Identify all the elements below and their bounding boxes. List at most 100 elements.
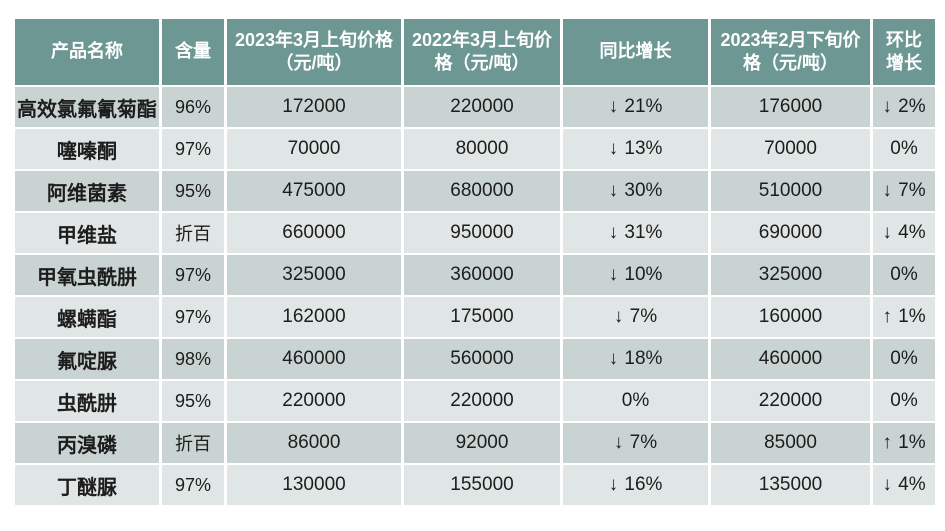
price-2023-02-cell: 70000 bbox=[711, 129, 870, 169]
price-2022-03-cell: 80000 bbox=[404, 129, 560, 169]
down-arrow-icon: ↓ bbox=[882, 96, 893, 117]
price-2022-03-cell: 680000 bbox=[404, 171, 560, 211]
yoy-growth-cell: ↓ 21% bbox=[563, 87, 708, 127]
down-arrow-icon: ↓ bbox=[608, 264, 620, 285]
yoy-growth-cell: ↓ 16% bbox=[563, 465, 708, 505]
down-arrow-icon: ↓ bbox=[608, 348, 620, 369]
mom-growth-cell: 0% bbox=[873, 339, 935, 379]
table-row: 丙溴磷 折百 86000 92000 ↓ 7% 85000 ↑ 1% bbox=[15, 423, 935, 463]
price-2022-03-cell: 155000 bbox=[404, 465, 560, 505]
price-2023-03-cell: 70000 bbox=[227, 129, 401, 169]
price-2023-03-cell: 162000 bbox=[227, 297, 401, 337]
down-arrow-icon: ↓ bbox=[608, 96, 620, 117]
growth-value: 30% bbox=[619, 180, 663, 201]
col-header-yoy-growth: 同比增长 bbox=[563, 19, 708, 85]
product-name-cell: 螺螨酯 bbox=[15, 297, 159, 337]
product-name-cell: 丁醚脲 bbox=[15, 465, 159, 505]
mom-growth-cell: ↓ 4% bbox=[873, 465, 935, 505]
price-2023-02-cell: 460000 bbox=[711, 339, 870, 379]
price-2023-03-cell: 475000 bbox=[227, 171, 401, 211]
col-header-price-2023-03: 2023年3月上旬价格（元/吨） bbox=[227, 19, 401, 85]
product-name-cell: 噻嗪酮 bbox=[15, 129, 159, 169]
up-arrow-icon: ↑ bbox=[882, 432, 893, 453]
price-2023-02-cell: 135000 bbox=[711, 465, 870, 505]
down-arrow-icon: ↓ bbox=[882, 222, 893, 243]
price-2023-02-cell: 690000 bbox=[711, 213, 870, 253]
price-table-container: 产品名称 含量 2023年3月上旬价格（元/吨） 2022年3月上旬价格（元/吨… bbox=[12, 17, 938, 507]
product-name-cell: 丙溴磷 bbox=[15, 423, 159, 463]
price-2022-03-cell: 220000 bbox=[404, 87, 560, 127]
content-cell: 折百 bbox=[162, 213, 224, 253]
yoy-growth-cell: ↓ 10% bbox=[563, 255, 708, 295]
price-2023-03-cell: 130000 bbox=[227, 465, 401, 505]
yoy-growth-cell: ↓ 30% bbox=[563, 171, 708, 211]
yoy-growth-cell: ↓ 13% bbox=[563, 129, 708, 169]
table-row: 阿维菌素 95% 475000 680000 ↓ 30% 510000 ↓ 7% bbox=[15, 171, 935, 211]
table-row: 虫酰肼 95% 220000 220000 0% 220000 0% bbox=[15, 381, 935, 421]
growth-value: 4% bbox=[892, 474, 926, 495]
down-arrow-icon: ↓ bbox=[882, 180, 893, 201]
yoy-growth-cell: ↓ 31% bbox=[563, 213, 708, 253]
growth-value: 18% bbox=[619, 348, 663, 369]
header-row: 产品名称 含量 2023年3月上旬价格（元/吨） 2022年3月上旬价格（元/吨… bbox=[15, 19, 935, 85]
growth-value: 4% bbox=[892, 222, 926, 243]
yoy-growth-cell: ↓ 18% bbox=[563, 339, 708, 379]
product-name-cell: 甲维盐 bbox=[15, 213, 159, 253]
content-cell: 98% bbox=[162, 339, 224, 379]
content-cell: 折百 bbox=[162, 423, 224, 463]
growth-value: 10% bbox=[619, 264, 663, 285]
content-cell: 97% bbox=[162, 129, 224, 169]
price-2023-03-cell: 172000 bbox=[227, 87, 401, 127]
down-arrow-icon: ↓ bbox=[608, 474, 620, 495]
yoy-growth-cell: ↓ 7% bbox=[563, 297, 708, 337]
product-name-cell: 高效氯氟氰菊酯 bbox=[15, 87, 159, 127]
growth-value: 2% bbox=[892, 96, 926, 117]
table-row: 螺螨酯 97% 162000 175000 ↓ 7% 160000 ↑ 1% bbox=[15, 297, 935, 337]
growth-value: 1% bbox=[892, 306, 926, 327]
price-2023-02-cell: 220000 bbox=[711, 381, 870, 421]
table-row: 甲氧虫酰肼 97% 325000 360000 ↓ 10% 325000 0% bbox=[15, 255, 935, 295]
content-cell: 95% bbox=[162, 381, 224, 421]
price-2023-03-cell: 460000 bbox=[227, 339, 401, 379]
yoy-growth-cell: ↓ 7% bbox=[563, 423, 708, 463]
content-cell: 95% bbox=[162, 171, 224, 211]
mom-growth-cell: 0% bbox=[873, 381, 935, 421]
table-row: 噻嗪酮 97% 70000 80000 ↓ 13% 70000 0% bbox=[15, 129, 935, 169]
content-cell: 97% bbox=[162, 297, 224, 337]
price-2022-03-cell: 560000 bbox=[404, 339, 560, 379]
col-header-content: 含量 bbox=[162, 19, 224, 85]
mom-growth-cell: 0% bbox=[873, 255, 935, 295]
growth-value: 31% bbox=[619, 222, 663, 243]
down-arrow-icon: ↓ bbox=[608, 138, 620, 159]
growth-value: 7% bbox=[624, 306, 658, 327]
price-2023-03-cell: 660000 bbox=[227, 213, 401, 253]
price-2023-03-cell: 86000 bbox=[227, 423, 401, 463]
growth-value: 7% bbox=[624, 432, 658, 453]
price-table: 产品名称 含量 2023年3月上旬价格（元/吨） 2022年3月上旬价格（元/吨… bbox=[12, 17, 938, 507]
table-row: 氟啶脲 98% 460000 560000 ↓ 18% 460000 0% bbox=[15, 339, 935, 379]
down-arrow-icon: ↓ bbox=[608, 222, 620, 243]
growth-value: 16% bbox=[619, 474, 663, 495]
table-row: 甲维盐 折百 660000 950000 ↓ 31% 690000 ↓ 4% bbox=[15, 213, 935, 253]
mom-growth-cell: ↑ 1% bbox=[873, 423, 935, 463]
table-row: 丁醚脲 97% 130000 155000 ↓ 16% 135000 ↓ 4% bbox=[15, 465, 935, 505]
price-2023-02-cell: 176000 bbox=[711, 87, 870, 127]
mom-growth-cell: ↓ 4% bbox=[873, 213, 935, 253]
price-2022-03-cell: 175000 bbox=[404, 297, 560, 337]
mom-growth-cell: 0% bbox=[873, 129, 935, 169]
mom-growth-cell: ↑ 1% bbox=[873, 297, 935, 337]
price-2022-03-cell: 220000 bbox=[404, 381, 560, 421]
down-arrow-icon: ↓ bbox=[613, 432, 625, 453]
col-header-mom-growth: 环比增长 bbox=[873, 19, 935, 85]
price-2023-02-cell: 85000 bbox=[711, 423, 870, 463]
col-header-product-name: 产品名称 bbox=[15, 19, 159, 85]
down-arrow-icon: ↓ bbox=[613, 306, 625, 327]
down-arrow-icon: ↓ bbox=[882, 474, 893, 495]
col-header-price-2023-02: 2023年2月下旬价格（元/吨） bbox=[711, 19, 870, 85]
growth-value: 13% bbox=[619, 138, 663, 159]
mom-growth-cell: ↓ 7% bbox=[873, 171, 935, 211]
price-2023-02-cell: 160000 bbox=[711, 297, 870, 337]
product-name-cell: 阿维菌素 bbox=[15, 171, 159, 211]
product-name-cell: 虫酰肼 bbox=[15, 381, 159, 421]
content-cell: 97% bbox=[162, 465, 224, 505]
